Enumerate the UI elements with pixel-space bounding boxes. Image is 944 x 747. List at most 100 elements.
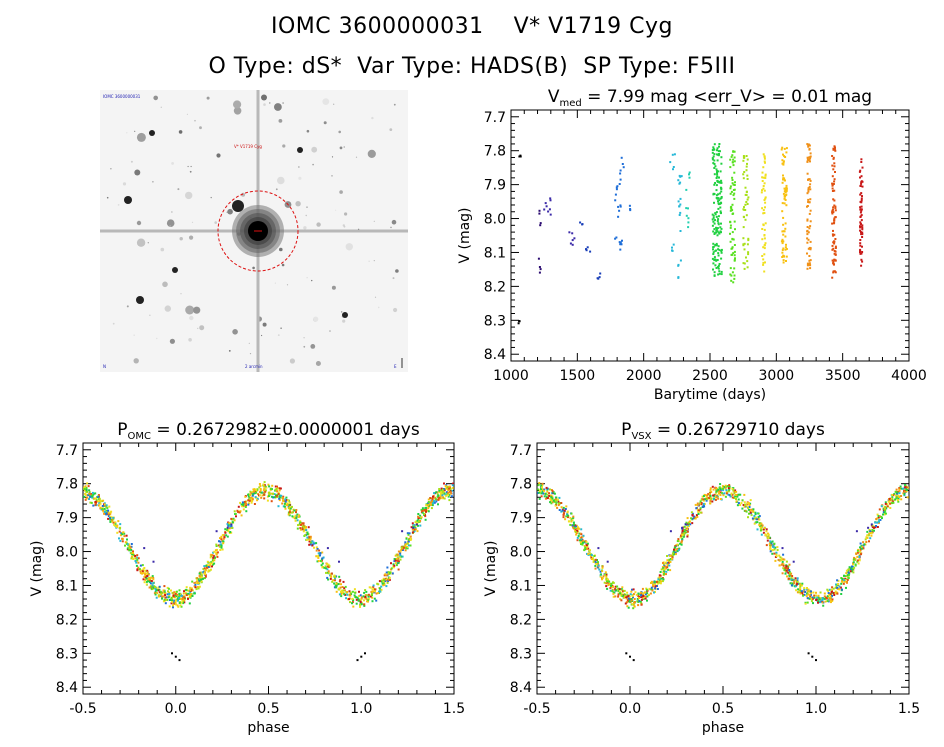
data-point bbox=[815, 591, 817, 594]
data-point bbox=[601, 577, 604, 580]
data-point bbox=[685, 188, 688, 191]
data-point bbox=[714, 498, 717, 501]
data-point bbox=[130, 543, 133, 545]
data-point bbox=[97, 494, 100, 497]
data-point bbox=[275, 495, 278, 498]
data-point bbox=[404, 541, 407, 544]
data-point bbox=[134, 560, 137, 562]
data-point bbox=[603, 581, 606, 584]
y-tick-label: 8.0 bbox=[484, 212, 506, 228]
data-point bbox=[333, 582, 336, 585]
data-point bbox=[794, 577, 797, 580]
data-point bbox=[580, 536, 583, 539]
data-point bbox=[662, 573, 665, 576]
data-point bbox=[762, 166, 765, 169]
data-point bbox=[718, 145, 720, 148]
data-point bbox=[834, 590, 837, 593]
data-point bbox=[299, 520, 302, 523]
data-point bbox=[302, 530, 305, 533]
data-point bbox=[432, 502, 435, 505]
data-point bbox=[856, 549, 859, 552]
data-point bbox=[548, 492, 551, 495]
data-point bbox=[712, 214, 715, 217]
data-point bbox=[859, 193, 862, 196]
data-point bbox=[171, 599, 174, 602]
data-point bbox=[211, 554, 214, 557]
x-tick-label: 3000 bbox=[759, 368, 795, 384]
data-point bbox=[370, 590, 373, 593]
data-point bbox=[630, 599, 633, 602]
data-point bbox=[380, 585, 383, 588]
data-point bbox=[440, 491, 443, 494]
data-point bbox=[823, 597, 826, 600]
data-point bbox=[647, 593, 650, 596]
data-point bbox=[101, 508, 104, 510]
data-point bbox=[673, 548, 675, 551]
data-point bbox=[807, 652, 810, 655]
data-point bbox=[161, 595, 164, 598]
data-point bbox=[735, 500, 738, 503]
data-point bbox=[619, 178, 622, 181]
data-point bbox=[758, 518, 761, 521]
data-point bbox=[554, 500, 556, 503]
data-point bbox=[881, 517, 883, 520]
data-point bbox=[618, 183, 621, 185]
data-point bbox=[639, 591, 642, 594]
data-point bbox=[763, 189, 766, 192]
data-point bbox=[707, 493, 710, 496]
data-point bbox=[763, 212, 766, 214]
data-point bbox=[616, 585, 619, 588]
data-point bbox=[144, 569, 147, 572]
data-point bbox=[392, 563, 395, 566]
data-point bbox=[732, 238, 735, 241]
data-point bbox=[537, 484, 540, 487]
data-point bbox=[809, 593, 812, 596]
data-point bbox=[300, 523, 302, 526]
data-point bbox=[817, 594, 820, 597]
data-point bbox=[870, 532, 873, 535]
data-point bbox=[771, 552, 774, 555]
data-point bbox=[739, 493, 742, 496]
data-point bbox=[900, 495, 903, 497]
data-point bbox=[904, 486, 907, 489]
data-point bbox=[313, 546, 315, 549]
data-point bbox=[259, 488, 262, 490]
data-point bbox=[806, 226, 809, 228]
data-point bbox=[319, 554, 321, 557]
data-point bbox=[637, 592, 640, 595]
data-point bbox=[865, 541, 868, 543]
data-point bbox=[147, 580, 150, 582]
data-point bbox=[833, 242, 836, 245]
data-point bbox=[538, 266, 541, 268]
data-point bbox=[859, 542, 862, 545]
data-point bbox=[769, 550, 772, 553]
data-point bbox=[862, 544, 865, 547]
data-point bbox=[126, 538, 128, 541]
data-point bbox=[749, 502, 752, 505]
data-point bbox=[733, 277, 736, 280]
x-tick-label: 4000 bbox=[891, 368, 927, 384]
data-point bbox=[688, 171, 691, 174]
data-point bbox=[785, 190, 788, 193]
data-point bbox=[143, 575, 146, 578]
data-point bbox=[734, 489, 737, 492]
data-point bbox=[807, 593, 810, 596]
data-points bbox=[537, 482, 909, 662]
data-point bbox=[212, 554, 215, 557]
data-point bbox=[423, 513, 426, 515]
data-point bbox=[350, 593, 353, 595]
y-tick-label: 8.3 bbox=[56, 646, 78, 662]
data-point bbox=[154, 586, 156, 589]
data-point bbox=[85, 497, 88, 500]
data-point bbox=[382, 580, 385, 583]
data-point bbox=[807, 201, 810, 203]
data-point bbox=[630, 598, 633, 600]
data-point bbox=[662, 571, 665, 574]
y-tick-label: 7.8 bbox=[484, 144, 506, 160]
data-point bbox=[664, 561, 667, 564]
data-point bbox=[833, 594, 836, 596]
data-point bbox=[747, 508, 750, 511]
data-point bbox=[898, 496, 901, 498]
data-point bbox=[335, 584, 338, 587]
data-point bbox=[598, 276, 601, 279]
